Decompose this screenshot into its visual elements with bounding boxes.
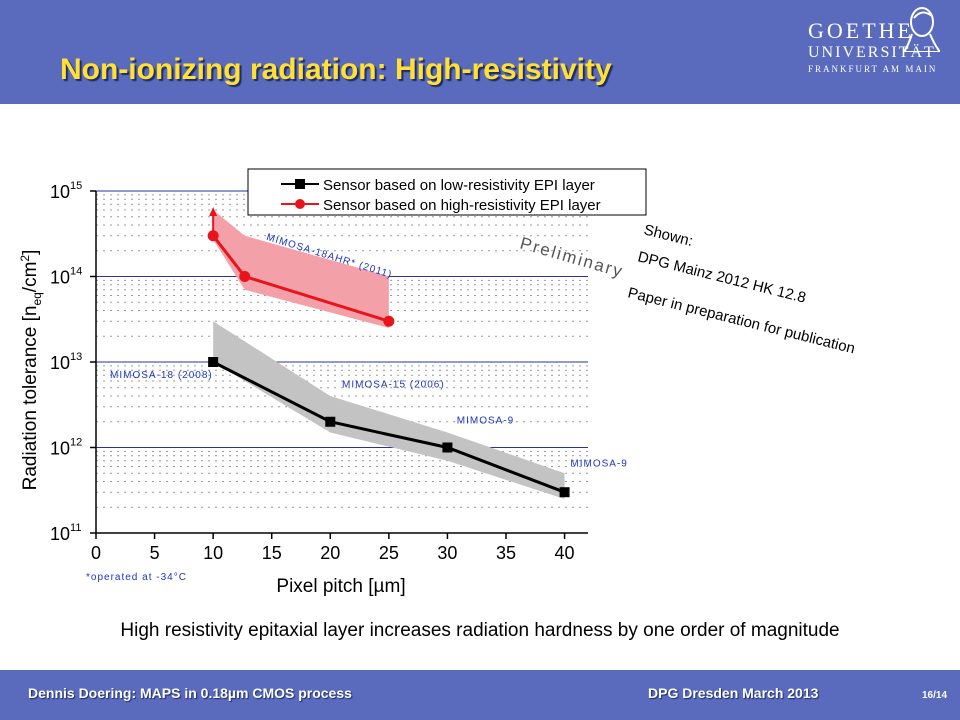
page-number: 16/14 xyxy=(922,690,948,701)
axes xyxy=(90,190,588,539)
footnote: *operated at -34°C xyxy=(86,572,187,583)
point-label: MIMOSA-15 (2006) xyxy=(342,380,445,391)
x-tick-label: 15 xyxy=(262,543,282,563)
x-tick-label: 10 xyxy=(203,543,223,563)
data-point-circle xyxy=(207,230,219,242)
point-label: MIMOSA-9 xyxy=(457,416,514,427)
logo-line-1: GOETHE xyxy=(808,18,914,43)
point-label: MIMOSA-18 (2008) xyxy=(110,370,213,381)
data-point-circle xyxy=(383,315,395,327)
x-tick-label: 5 xyxy=(150,543,160,563)
data-point-square xyxy=(442,442,453,453)
logo-line-2: UNIVERSITÄT xyxy=(808,44,936,61)
legend-label-high: Sensor based on high-resistivity EPI lay… xyxy=(323,197,601,214)
legend: Sensor based on low-resistivity EPI laye… xyxy=(247,168,647,216)
legend-label-low: Sensor based on low-resistivity EPI laye… xyxy=(323,177,595,194)
footer-author: Dennis Doering: MAPS in 0.18µm CMOS proc… xyxy=(28,685,352,701)
legend-box xyxy=(247,168,647,216)
x-axis-label: Pixel pitch [µm] xyxy=(276,576,405,597)
y-tick-label: 1015 xyxy=(50,180,82,202)
series-markers xyxy=(207,230,570,498)
y-tick-labels: 1011 1012 1013 1014 1015 xyxy=(50,180,82,544)
publication-note: Paper in preparation for publication xyxy=(626,284,857,357)
y-tick-label: 1011 xyxy=(50,522,81,544)
header-bar: Non-ionizing radiation: High-resistivity… xyxy=(0,0,960,104)
x-tick-label: 35 xyxy=(496,543,516,563)
x-tick-label: 20 xyxy=(320,543,340,563)
slide-caption: High resistivity epitaxial layer increas… xyxy=(120,620,840,641)
point-label: MIMOSA-9 xyxy=(570,458,627,469)
y-tick-label: 1013 xyxy=(50,351,82,373)
footer-event: DPG Dresden March 2013 xyxy=(648,685,819,701)
x-tick-label: 40 xyxy=(555,543,575,563)
x-tick-label: 30 xyxy=(437,543,457,563)
legend-marker-square xyxy=(295,179,305,189)
footer-bar: Dennis Doering: MAPS in 0.18µm CMOS proc… xyxy=(0,670,960,720)
y-tick-label: 1014 xyxy=(50,266,82,288)
data-point-circle xyxy=(239,271,251,282)
preliminary-stamp: Preliminary xyxy=(518,234,626,282)
x-tick-label: 0 xyxy=(91,543,101,563)
shown-note: Shown: xyxy=(642,221,695,250)
uncertainty-bands xyxy=(213,209,565,499)
data-point-square xyxy=(208,357,219,367)
band-high xyxy=(213,209,389,328)
x-tick-labels: 0 5 10 15 20 25 30 35 40 xyxy=(91,543,575,563)
x-tick-label: 25 xyxy=(379,543,399,563)
goethe-portrait-icon xyxy=(902,7,940,52)
series-line-low xyxy=(212,360,566,494)
logo-line-3: FRANKFURT AM MAIN xyxy=(808,64,938,74)
data-point-square xyxy=(325,416,336,427)
slide-title: Non-ionizing radiation: High-resistivity xyxy=(60,53,612,86)
legend-marker-circle xyxy=(295,199,305,209)
band-low xyxy=(213,321,565,499)
y-axis-label: Radiation tolerance [neq/cm2] xyxy=(18,250,44,491)
university-logo: GOETHE UNIVERSITÄT FRANKFURT AM MAIN xyxy=(800,7,950,80)
upper-limit-arrowhead xyxy=(209,206,218,216)
y-tick-label: 1012 xyxy=(50,437,82,459)
data-point-square xyxy=(559,487,570,498)
